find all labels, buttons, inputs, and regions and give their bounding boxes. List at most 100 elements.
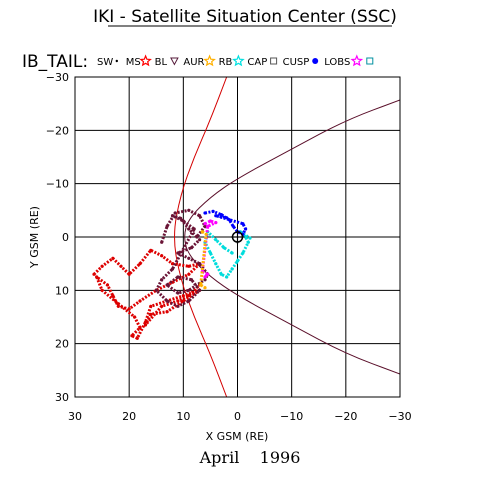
data-point — [170, 214, 175, 218]
data-point — [199, 283, 203, 287]
legend-item-4: RB — [219, 54, 245, 68]
y-axis-label: Y GSM (RE) — [28, 206, 41, 269]
data-point — [127, 307, 131, 311]
data-point — [173, 211, 177, 215]
data-point — [165, 310, 169, 314]
data-point — [187, 264, 191, 268]
data-point — [176, 275, 180, 279]
data-point — [208, 251, 212, 255]
legend-item-2: BL — [155, 57, 179, 68]
data-point — [111, 294, 115, 298]
data-point — [100, 288, 104, 292]
bow-shock-line — [174, 77, 228, 397]
legend-marker-dot — [312, 58, 319, 64]
data-point — [203, 224, 207, 228]
data-point — [100, 264, 104, 268]
data-point — [187, 299, 191, 303]
data-point — [214, 262, 218, 266]
data-point — [200, 230, 204, 234]
legend-marker-star — [203, 54, 216, 67]
x-tick-label: 0 — [234, 410, 241, 423]
data-point — [235, 259, 240, 263]
legend-item-7: LOBS — [324, 54, 364, 68]
legend-label: SW — [97, 57, 113, 68]
data-point — [206, 272, 210, 276]
series-3-trace — [204, 209, 248, 236]
data-point — [105, 283, 110, 287]
data-point — [133, 315, 137, 319]
data-point — [154, 288, 158, 292]
legend-label: CAP — [247, 57, 267, 68]
data-point — [119, 264, 123, 268]
data-point — [138, 262, 142, 266]
data-point — [198, 238, 202, 242]
legend-label: LOBS — [324, 57, 350, 68]
data-point — [214, 238, 218, 242]
legend-label: RB — [219, 57, 233, 68]
data-point — [116, 304, 120, 308]
data-point — [160, 304, 164, 308]
y-tick-label: 20 — [55, 338, 69, 351]
data-point — [241, 222, 245, 226]
legend-marker-star — [232, 54, 245, 67]
data-point — [187, 294, 191, 298]
data-point — [143, 323, 147, 327]
data-point — [225, 275, 229, 279]
data-point — [165, 224, 169, 228]
x-tick-label: 10 — [176, 410, 190, 423]
data-point — [181, 294, 185, 298]
data-point — [149, 248, 153, 252]
data-point — [203, 275, 207, 279]
data-point — [214, 214, 218, 218]
data-point — [165, 283, 169, 287]
data-point — [203, 222, 207, 226]
x-tick-label: 30 — [68, 410, 82, 423]
legend-marker-star — [139, 54, 152, 67]
data-point — [241, 251, 245, 255]
data-point — [176, 291, 180, 295]
x-tick-labels: 30 20 10 0 −10 −20 −30 — [68, 410, 412, 423]
chart-subtitle: IB_TAIL: — [22, 52, 88, 72]
data-point — [225, 216, 229, 220]
x-axis-label: X GSM (RE) — [206, 430, 269, 443]
y-tick-label: −10 — [46, 178, 69, 191]
data-point — [195, 235, 199, 239]
legend-marker-star — [350, 54, 364, 67]
data-point — [187, 256, 191, 260]
y-tick-label: 0 — [62, 231, 69, 244]
data-point — [176, 299, 180, 303]
legend-label: AUR — [183, 57, 204, 68]
data-point — [189, 278, 194, 282]
data-point — [211, 209, 215, 213]
data-point — [203, 211, 207, 215]
data-points — [92, 208, 252, 340]
data-point — [244, 235, 248, 239]
y-tick-label: −30 — [46, 71, 69, 84]
data-point — [189, 246, 194, 250]
series-0 — [92, 248, 202, 340]
data-point — [198, 288, 202, 292]
data-point — [95, 275, 99, 279]
legend-item-3: AUR — [183, 54, 216, 68]
x-tick-label: −20 — [334, 410, 357, 423]
earth-marker — [230, 230, 245, 244]
data-point — [138, 326, 142, 330]
data-point — [203, 286, 207, 290]
legend-marker-square — [270, 57, 278, 65]
data-point — [187, 272, 191, 276]
data-point — [187, 227, 191, 231]
x-tick-label: −30 — [388, 410, 411, 423]
y-tick-label: 30 — [55, 391, 69, 404]
data-point — [179, 216, 183, 220]
data-point — [149, 304, 153, 308]
data-point — [219, 272, 223, 276]
date-label: April 1996 — [199, 448, 301, 467]
data-point — [92, 272, 96, 276]
data-point — [187, 208, 191, 212]
data-point — [231, 224, 235, 228]
data-point — [230, 267, 234, 271]
series-2-trace — [203, 230, 251, 279]
data-point — [160, 278, 164, 282]
y-tick-label: 10 — [55, 284, 69, 297]
